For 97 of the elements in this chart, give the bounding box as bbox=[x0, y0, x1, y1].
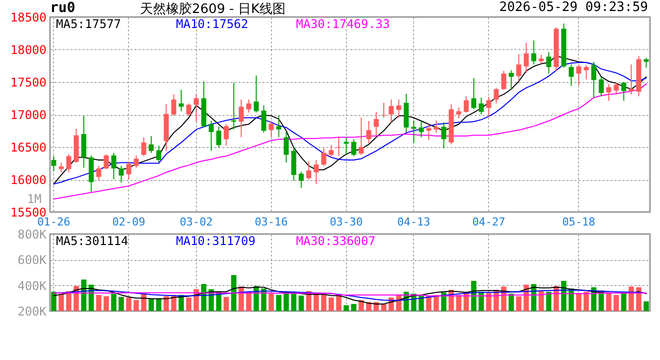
candlestick bbox=[298, 171, 304, 188]
line-series bbox=[53, 286, 647, 304]
candlestick bbox=[118, 165, 124, 184]
candlestick bbox=[576, 64, 582, 86]
candlestick bbox=[238, 99, 244, 138]
candlestick bbox=[81, 115, 86, 168]
candlestick bbox=[284, 132, 289, 164]
candlestick bbox=[268, 120, 274, 138]
candlestick bbox=[374, 111, 379, 136]
candlestick bbox=[516, 54, 522, 82]
candlestick bbox=[111, 152, 116, 180]
candlestick bbox=[96, 165, 102, 182]
candlestick bbox=[584, 64, 589, 80]
candlestick bbox=[471, 78, 476, 110]
x-tick-label: 04-13 bbox=[397, 216, 430, 228]
candlestick bbox=[621, 82, 626, 102]
x-tick-label: 03-30 bbox=[330, 216, 363, 228]
text: MA10:311709 bbox=[176, 234, 256, 248]
x-tick-label: 02-09 bbox=[112, 216, 146, 228]
text: MA5:301114 bbox=[56, 234, 128, 248]
candlestick bbox=[126, 161, 132, 180]
candlestick bbox=[396, 99, 402, 118]
candlestick bbox=[644, 57, 649, 68]
candlestick bbox=[411, 120, 416, 144]
candlestick bbox=[568, 64, 574, 86]
candlestick bbox=[501, 70, 506, 90]
candlestick bbox=[134, 154, 139, 168]
candlestick bbox=[186, 102, 192, 116]
candlestick bbox=[478, 97, 484, 115]
candlestick bbox=[328, 144, 334, 158]
candlestick bbox=[306, 160, 312, 180]
y-tick-label: 16000 bbox=[10, 173, 46, 187]
candlestick bbox=[418, 120, 424, 138]
candlestick bbox=[546, 52, 552, 74]
x-tick-label: 01-26 bbox=[37, 216, 70, 228]
candlestick bbox=[486, 96, 492, 117]
candlestick bbox=[104, 154, 109, 170]
text: 2026-05-29 09:23:59 bbox=[499, 0, 648, 15]
candlestick bbox=[531, 40, 536, 65]
y-tick-label: 600K bbox=[18, 253, 48, 268]
candlestick bbox=[464, 96, 469, 114]
candlestick bbox=[538, 54, 544, 64]
y-tick-label: 400K bbox=[18, 278, 48, 293]
candlestick bbox=[366, 120, 372, 144]
y-tick-label: 18500 bbox=[10, 10, 46, 24]
text: MA10:17562 bbox=[176, 17, 248, 31]
y-tick-label: 17000 bbox=[10, 108, 46, 122]
candlestick bbox=[156, 145, 162, 164]
candlestick bbox=[141, 136, 146, 157]
candlestick bbox=[208, 120, 214, 152]
candlestick bbox=[351, 138, 356, 157]
candlestick bbox=[314, 160, 319, 185]
candlestick bbox=[216, 126, 222, 148]
x-tick-label: 03-02 bbox=[180, 216, 213, 228]
candlestick bbox=[591, 61, 596, 98]
candlestick bbox=[388, 99, 394, 123]
candlestick bbox=[58, 162, 64, 173]
candlestick bbox=[494, 87, 499, 104]
text: MA30:17469.33 bbox=[296, 17, 390, 31]
candlestick bbox=[358, 117, 364, 156]
y-tick-label: 200K bbox=[18, 304, 48, 318]
candlestick bbox=[224, 124, 229, 146]
candlestick bbox=[51, 156, 56, 172]
candlestick bbox=[261, 104, 266, 134]
candlestick bbox=[321, 148, 326, 166]
text: ru0 bbox=[50, 0, 76, 16]
text: MA5:17577 bbox=[56, 17, 122, 31]
candlestick bbox=[171, 94, 176, 116]
line-series bbox=[53, 83, 647, 200]
candlestick bbox=[441, 122, 446, 149]
text: MA30:336007 bbox=[296, 234, 376, 248]
y-tick-label: 800K bbox=[18, 228, 48, 242]
y-tick-label: 18000 bbox=[10, 43, 46, 57]
candlestick bbox=[178, 89, 184, 112]
candlestick bbox=[508, 70, 514, 90]
candlestick bbox=[344, 136, 349, 156]
candlestick bbox=[194, 94, 199, 122]
y-tick-label: 16500 bbox=[10, 140, 46, 154]
y-tick-label: 17500 bbox=[10, 76, 46, 90]
candlestick bbox=[628, 64, 634, 95]
candlestick bbox=[254, 75, 259, 114]
chart-title: 天然橡胶2609 - 日K线图 bbox=[140, 1, 286, 18]
candlestick bbox=[598, 76, 604, 97]
candlestick bbox=[276, 114, 282, 138]
x-tick-label: 05-18 bbox=[562, 216, 596, 228]
candlestick bbox=[614, 82, 619, 94]
candlestick bbox=[524, 42, 529, 74]
candlestick bbox=[148, 135, 154, 154]
x-tick-label: 04-27 bbox=[472, 216, 506, 228]
candlestick bbox=[434, 120, 439, 134]
candlestick bbox=[606, 83, 612, 102]
candlestick bbox=[246, 99, 252, 114]
text: 1M bbox=[27, 192, 42, 206]
candlestick bbox=[66, 154, 72, 173]
candlestick bbox=[426, 124, 432, 140]
candlestick bbox=[456, 106, 462, 119]
x-tick-label: 03-16 bbox=[254, 216, 288, 228]
